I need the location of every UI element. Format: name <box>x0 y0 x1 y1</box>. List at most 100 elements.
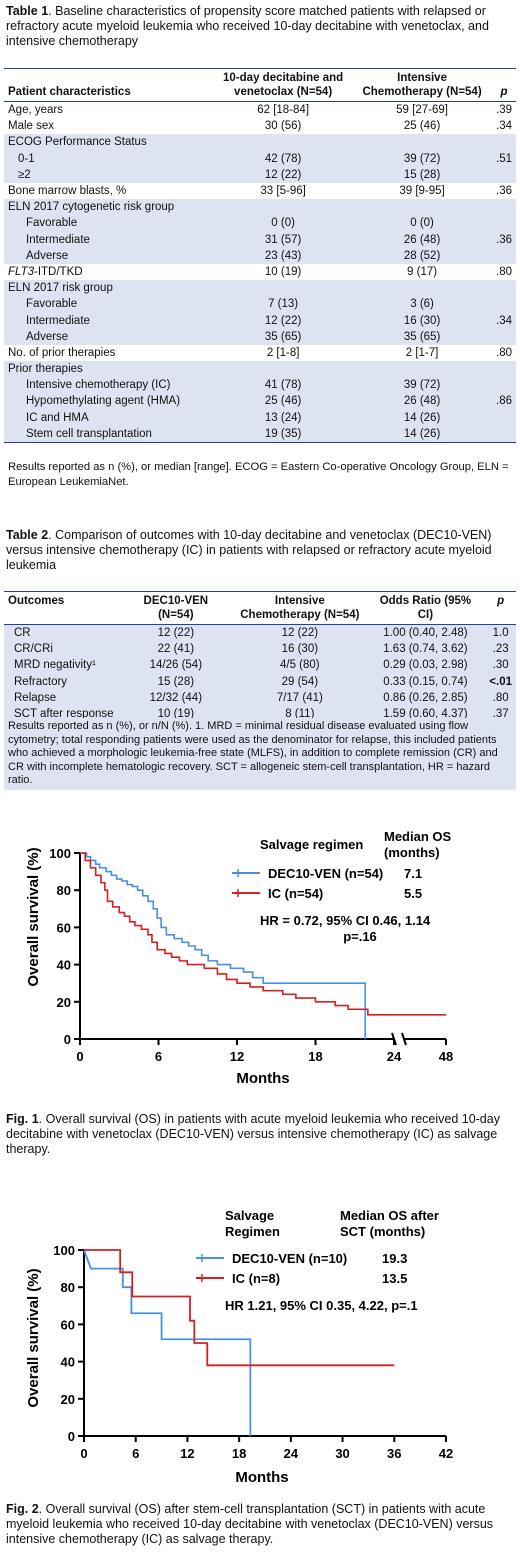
fig1-legend-title: Salvage regimen <box>260 837 363 852</box>
table2-header-ic: Intensive Chemotherapy (N=54) <box>240 595 360 621</box>
table1-cell-label: FLT3-ITD/TKD <box>8 265 83 278</box>
table1-cell-p <box>492 296 516 313</box>
table1-cell-ic <box>352 134 492 151</box>
table1-row: Adverse 23 (43) 28 (52) <box>4 247 516 264</box>
table1-body: Age, years 62 [18-84] 59 [27-69] .39 Male se… <box>4 101 516 443</box>
table1-row: Hypomethylating agent (HMA) 25 (46) 26 (48… <box>4 393 516 410</box>
fig2-series-line-ic <box>84 1249 395 1367</box>
table2-cell-outcome: CR <box>4 624 118 642</box>
table1-cell-p: .51 <box>492 150 516 167</box>
table1-cell-dec10ven <box>214 134 353 151</box>
fig1-caption: Fig. 1. Overall survival (OS) in patient… <box>6 1112 514 1157</box>
fig1-x-tick-label: 24 <box>387 1049 402 1064</box>
table1-cell-dec10ven: 12 (22) <box>214 312 353 329</box>
fig2-dec10ven-median-value: 19.3 <box>382 1251 407 1266</box>
table2-footnote: Results reported as n (%), or n/N (%). 1… <box>4 718 516 790</box>
table2-cell-or: 0.33 (0.15, 0.74) <box>365 673 486 690</box>
fig2-x-tick-label: 30 <box>335 1446 349 1461</box>
table2-cell-ic: 7/17 (41) <box>234 689 366 706</box>
table2-cell-outcome: Relapse <box>4 689 118 706</box>
table2-cell-ic: 29 (54) <box>234 673 366 690</box>
table1-cell-dec10ven: 42 (78) <box>214 150 353 167</box>
table1-cell-dec10ven <box>214 280 353 297</box>
table1-row: Male sex 30 (56) 25 (46) .34 <box>4 118 516 134</box>
table1-cell-p: .80 <box>496 346 512 359</box>
table1-cell-ic: 26 (48) <box>352 393 492 410</box>
table1-row: 0-1 42 (78) 39 (72) .51 <box>4 150 516 167</box>
table1-row: Intermediate 31 (57) 26 (48) .36 <box>4 231 516 248</box>
fig1-x-tick-label: 12 <box>230 1049 244 1064</box>
table1-cell-ic: 59 [27-69] <box>396 104 448 117</box>
table1-row: Favorable 0 (0) 0 (0) <box>4 215 516 232</box>
table1-cell-ic: 9 (17) <box>407 265 438 278</box>
table1-cell-p <box>492 361 516 378</box>
fig1-y-tick-label: 40 <box>57 958 71 973</box>
table1-cell-label: Favorable <box>4 296 215 313</box>
table2-cell-ic: 4/5 (80) <box>234 657 366 674</box>
table1-cell-label: Adverse <box>4 247 215 264</box>
fig1-ic-legend-label: IC (n=54) <box>268 886 323 901</box>
table2-row: Relapse 12/32 (44) 7/17 (41) 0.86 (0.26, 2.… <box>4 689 516 706</box>
table1-cell-dec10ven: 12 (22) <box>214 166 353 183</box>
table1-header-ic: Intensive Chemotherapy (N=54) <box>362 72 482 98</box>
table2-cell-ic: 16 (30) <box>234 641 366 658</box>
table2-cell-dec10ven: 15 (28) <box>117 673 235 690</box>
table2-row: CR 12 (22) 12 (22) 1.00 (0.40, 2.48) 1.0 <box>4 624 516 642</box>
table1-cell-p <box>492 215 516 232</box>
fig2-y-tick-label: 40 <box>61 1355 75 1370</box>
table1-cell-ic: 2 [1-7] <box>405 346 439 359</box>
fig2-ic-legend-label: IC (n=8) <box>232 1271 280 1286</box>
table2-cell-p: 1.0 <box>485 624 516 642</box>
table2-row: CR/CRi 22 (41) 16 (30) 1.63 (0.74, 3.62) .23 <box>4 641 516 658</box>
fig2-plot-area: 0 20 40 60 80 100 0 6 12 18 24 30 36 42 <box>53 1243 453 1461</box>
fig1-y-tick-label: 0 <box>64 1032 71 1047</box>
table1-caption-label: Table 1 <box>6 4 49 18</box>
table1-row: Intensive chemotherapy (IC) 41 (78) 39 (72… <box>4 377 516 394</box>
table1-cell-dec10ven: 62 [18-84] <box>257 104 310 117</box>
table2-cell-p: .80 <box>485 689 516 706</box>
table1-row: Adverse 35 (65) 35 (65) <box>4 328 516 345</box>
table1-row: Favorable 7 (13) 3 (6) <box>4 296 516 313</box>
table1-header-characteristics: Patient characteristics <box>8 86 131 98</box>
table1-cell-p <box>492 328 516 345</box>
table1-cell-dec10ven: 19 (35) <box>214 425 353 443</box>
table1-row: Bone marrow blasts, % 33 [5-96] 39 [9-95].… <box>4 183 516 199</box>
fig2-x-tick-label: 42 <box>439 1446 453 1461</box>
table2-cell-dec10ven: 12 (22) <box>117 624 235 642</box>
fig1-x-tick-label: 48 <box>439 1049 453 1064</box>
table2-header-outcomes: Outcomes <box>8 595 65 607</box>
fig1-x-tick-label: 6 <box>155 1049 162 1064</box>
table1-cell-label: Male sex <box>8 120 55 133</box>
table2-cell-p: <.01 <box>485 673 516 690</box>
fig2-x-tick-label: 24 <box>284 1446 299 1461</box>
fig2-series-line-dec10ven <box>83 1249 252 1436</box>
table1-cell-label: No. of prior therapies <box>8 346 116 359</box>
table1-cell-p <box>492 247 516 264</box>
table1-row: Intermediate 12 (22) 16 (30) .34 <box>4 312 516 329</box>
fig1-y-tick-label: 80 <box>57 883 71 898</box>
table1-cell-p <box>492 199 516 216</box>
fig2-x-axis-label: Months <box>235 1469 288 1486</box>
table2-cell-or: 1.63 (0.74, 3.62) <box>365 641 486 658</box>
table1-cell-dec10ven <box>214 361 353 378</box>
table1-cell-dec10ven <box>214 199 353 216</box>
table1-cell-ic: 0 (0) <box>352 215 492 232</box>
table2-header-dec10ven: DEC10-VEN (N=54) <box>143 595 209 621</box>
table1-cell-p: .39 <box>496 104 512 117</box>
table1-cell-p: .36 <box>492 231 516 248</box>
table2-cell-dec10ven: 14/26 (54) <box>117 657 235 674</box>
table2-cell-outcome: CR/CRi <box>4 641 118 658</box>
table1-flt3-italic: FLT3 <box>8 265 34 278</box>
table1-cell-ic: 26 (48) <box>352 231 492 248</box>
table1-cell-dec10ven: 23 (43) <box>214 247 353 264</box>
table1-cell-p <box>492 166 516 183</box>
fig2-caption: Fig. 2. Overall survival (OS) after stem… <box>6 1502 514 1547</box>
table1-cell-dec10ven: 30 (56) <box>264 120 302 133</box>
fig2-median-title: Median OS after SCT (months) <box>340 1208 439 1239</box>
table1-caption: Table 1. Baseline characteristics of pro… <box>6 4 514 49</box>
table2-cell-outcome: Refractory <box>4 673 118 690</box>
fig1-hr-text: HR = 0.72, 95% CI 0.46, 1.14 <box>260 913 431 928</box>
fig1-x-tick-label: 0 <box>76 1049 83 1064</box>
table2-body: CR 12 (22) 12 (22) 1.00 (0.40, 2.48) 1.0 CR/C… <box>4 624 516 723</box>
table1-cell-dec10ven: 7 (13) <box>214 296 353 313</box>
